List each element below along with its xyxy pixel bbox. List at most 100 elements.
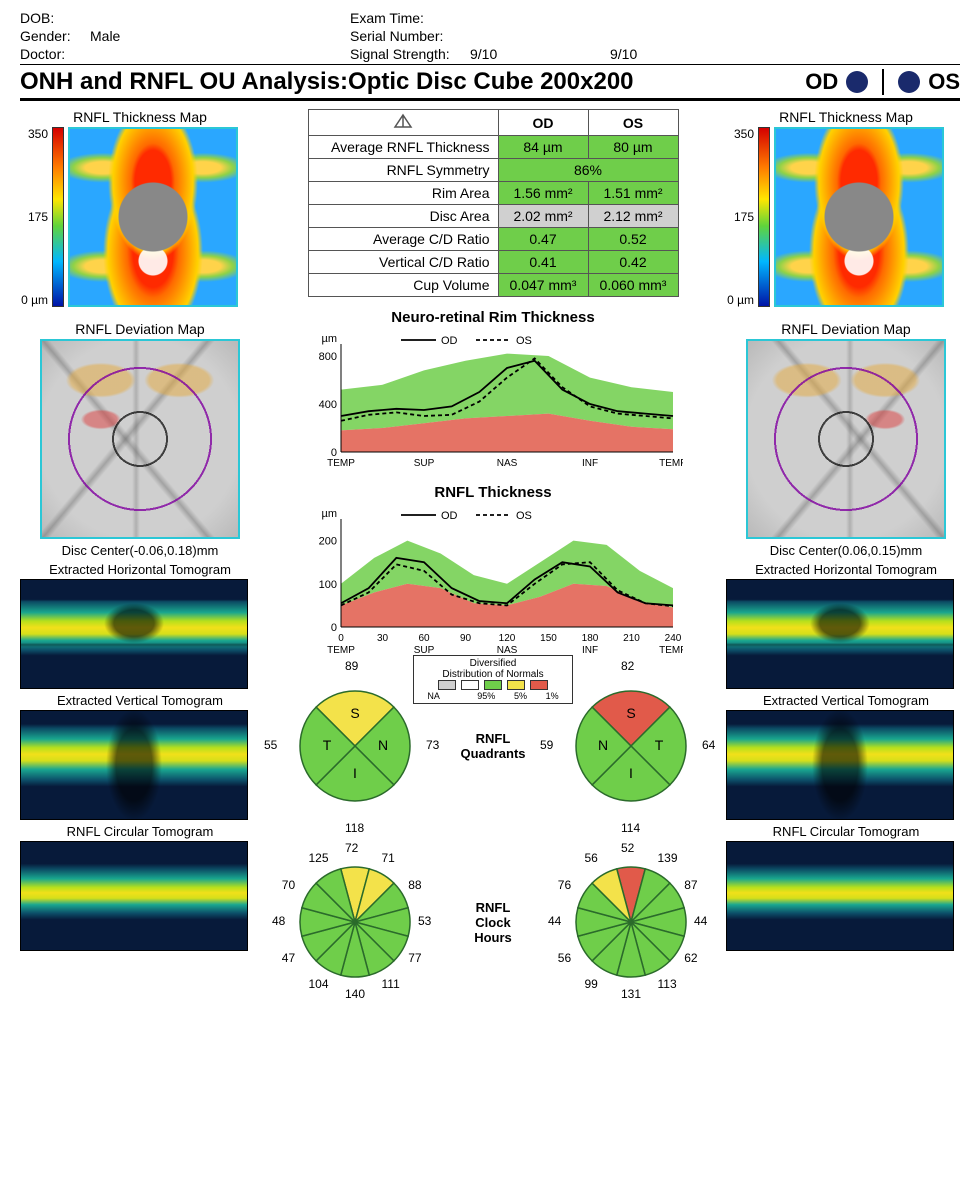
table-row-label: Average C/D Ratio <box>308 228 498 251</box>
legend-title: Diversified Distribution of Normals <box>418 658 568 680</box>
svg-text:INF: INF <box>582 645 598 655</box>
svg-text:S: S <box>350 705 359 721</box>
od-label: OD <box>805 69 838 95</box>
table-cell: 1.56 mm² <box>498 182 588 205</box>
table-row-label: Vertical C/D Ratio <box>308 251 498 274</box>
thickness-scale-labels-os: 350 175 0 µm <box>726 127 754 307</box>
exam-time-label: Exam Time: <box>350 10 470 26</box>
os-vertical-tomogram <box>726 710 954 820</box>
od-ctomo-label: RNFL Circular Tomogram <box>20 824 260 839</box>
table-row-label: RNFL Symmetry <box>308 159 498 182</box>
svg-text:SUP: SUP <box>414 645 435 655</box>
th-os: OS <box>588 110 678 136</box>
svg-text:OS: OS <box>516 335 532 347</box>
svg-text:120: 120 <box>499 633 516 644</box>
od-deviation-title: RNFL Deviation Map <box>20 321 260 337</box>
rnfl-thickness-chart: 0100200µm0306090120150180210240TEMPSUPNA… <box>303 505 683 655</box>
svg-text:µm: µm <box>321 508 337 520</box>
svg-text:0: 0 <box>331 622 337 634</box>
svg-text:180: 180 <box>582 633 599 644</box>
svg-text:400: 400 <box>319 399 337 411</box>
signal-label: Signal Strength: <box>350 46 470 62</box>
scale-max-os: 350 <box>726 127 754 141</box>
table-row-label: Disc Area <box>308 205 498 228</box>
divider <box>20 64 960 65</box>
od-circular-tomogram <box>20 841 248 951</box>
doctor-label: Doctor: <box>20 46 90 62</box>
svg-text:TEMP: TEMP <box>659 645 683 655</box>
svg-text:100: 100 <box>319 579 337 591</box>
os-htomo-label: Extracted Horizontal Tomogram <box>726 562 966 577</box>
table-row-label: Rim Area <box>308 182 498 205</box>
os-ctomo-label: RNFL Circular Tomogram <box>726 824 966 839</box>
leg-5: 5% <box>514 691 527 701</box>
svg-text:INF: INF <box>582 458 598 469</box>
svg-text:I: I <box>353 765 357 781</box>
gender-value: Male <box>90 28 120 44</box>
rim-chart-title: Neuro-retinal Rim Thickness <box>270 309 716 326</box>
divider-thick <box>20 98 960 101</box>
svg-text:T: T <box>655 737 664 753</box>
svg-text:800: 800 <box>319 351 337 363</box>
legend-na-swatch <box>438 680 456 690</box>
table-cell: 0.47 <box>498 228 588 251</box>
legend-red-swatch <box>530 680 548 690</box>
svg-text:NAS: NAS <box>497 645 518 655</box>
svg-text:TEMP: TEMP <box>659 458 683 469</box>
table-cell: 80 µm <box>588 136 678 159</box>
table-cell: 0.41 <box>498 251 588 274</box>
rim-thickness-chart: 0400800µmTEMPSUPNASINFTEMPODOS <box>303 330 683 480</box>
os-deviation-title: RNFL Deviation Map <box>726 321 966 337</box>
table-row-label: Cup Volume <box>308 274 498 297</box>
table-cell: 0.060 mm³ <box>588 274 678 297</box>
legend-white-swatch <box>461 680 479 690</box>
rnfl-chart-title: RNFL Thickness <box>270 484 716 501</box>
svg-text:S: S <box>626 705 635 721</box>
table-cell: 84 µm <box>498 136 588 159</box>
od-disc-center: Disc Center(-0.06,0.18)mm <box>20 543 260 558</box>
serial-label: Serial Number: <box>350 28 470 44</box>
svg-text:T: T <box>323 737 332 753</box>
os-column: RNFL Thickness Map 350 175 0 µm RNFL Dev… <box>726 109 966 1007</box>
summary-table: OD OS Average RNFL Thickness84 µm80 µmRN… <box>308 109 679 297</box>
od-thickness-title: RNFL Thickness Map <box>20 109 260 125</box>
svg-text:OD: OD <box>441 335 458 347</box>
os-vtomo-label: Extracted Vertical Tomogram <box>726 693 966 708</box>
os-circular-tomogram <box>726 841 954 951</box>
os-deviation-map <box>746 339 946 539</box>
svg-text:210: 210 <box>623 633 640 644</box>
svg-text:OS: OS <box>516 510 532 522</box>
scale-max: 350 <box>20 127 48 141</box>
signal-os: 9/10 <box>610 46 637 62</box>
center-column: OD OS Average RNFL Thickness84 µm80 µm RN… <box>270 109 716 1007</box>
table-cell: 0.42 <box>588 251 678 274</box>
svg-text:N: N <box>598 737 608 753</box>
od-vtomo-label: Extracted Vertical Tomogram <box>20 693 260 708</box>
od-column: RNFL Thickness Map 350 175 0 µm RNFL Dev… <box>20 109 260 1007</box>
report-title-row: ONH and RNFL OU Analysis:Optic Disc Cube… <box>20 68 960 96</box>
os-label: OS <box>928 69 960 95</box>
svg-text:60: 60 <box>418 633 430 644</box>
patient-info-block: DOB: Exam Time: Gender:Male Serial Numbe… <box>20 10 960 62</box>
triangle-icon <box>393 113 413 129</box>
scale-min-os: 0 µm <box>726 293 754 307</box>
table-cell: 0.52 <box>588 228 678 251</box>
dob-label: DOB: <box>20 10 90 26</box>
gender-label: Gender: <box>20 28 90 44</box>
scale-mid-os: 175 <box>726 210 754 224</box>
table-row-label: Average RNFL Thickness <box>308 136 498 159</box>
thickness-scale-labels: 350 175 0 µm <box>20 127 48 307</box>
normals-legend: Diversified Distribution of Normals NA 9… <box>413 655 573 704</box>
leg-na: NA <box>427 691 440 701</box>
svg-text:TEMP: TEMP <box>327 645 355 655</box>
od-vertical-tomogram <box>20 710 248 820</box>
svg-text:TEMP: TEMP <box>327 458 355 469</box>
os-dot-icon <box>898 71 920 93</box>
svg-text:I: I <box>629 765 633 781</box>
svg-text:30: 30 <box>377 633 389 644</box>
thickness-colorbar <box>52 127 64 307</box>
svg-text:N: N <box>378 737 388 753</box>
scale-mid: 175 <box>20 210 48 224</box>
thickness-colorbar-os <box>758 127 770 307</box>
legend-yellow-swatch <box>507 680 525 690</box>
